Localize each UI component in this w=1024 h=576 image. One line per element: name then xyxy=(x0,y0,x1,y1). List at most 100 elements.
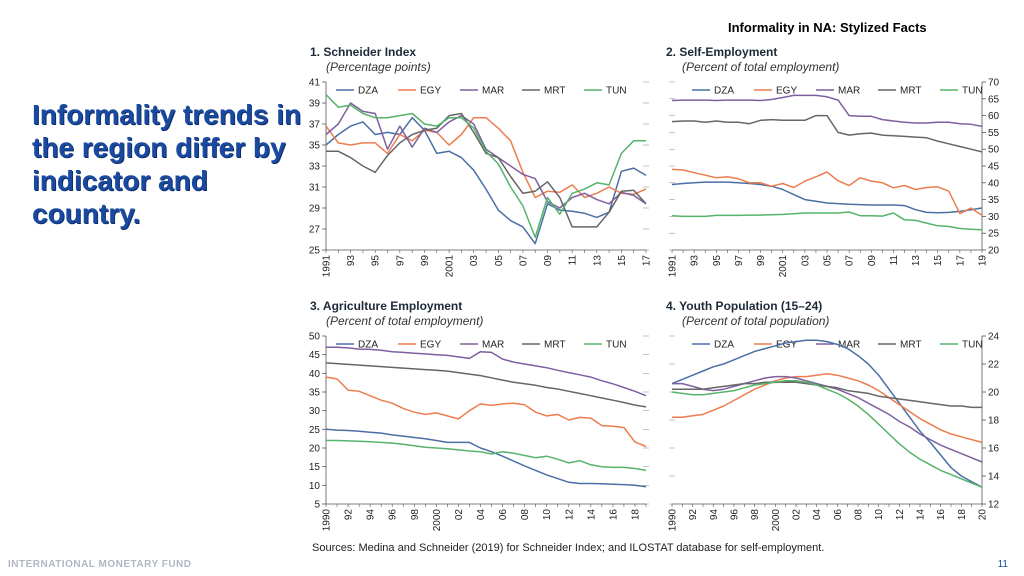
legend-label-tun: TUN xyxy=(606,340,627,351)
x-tick-label: 14 xyxy=(586,509,597,521)
x-tick-label: 19 xyxy=(978,255,989,267)
chart-schneider-index: 1. Schneider Index(Percentage points) DZA… xyxy=(309,45,653,278)
legend-label-tun: TUN xyxy=(962,340,983,351)
x-tick-label: 12 xyxy=(564,509,575,521)
x-tick-label: 20 xyxy=(978,509,989,521)
x-tick-label: 98 xyxy=(410,509,421,521)
series-line-dza xyxy=(671,339,983,488)
legend-label-dza: DZA xyxy=(358,86,378,97)
y-tick-label: 55 xyxy=(988,128,1000,139)
y-tick-label: 22 xyxy=(988,360,1000,371)
x-tick-label: 15 xyxy=(617,255,628,267)
x-tick-label: 06 xyxy=(498,509,509,521)
series-line-dza xyxy=(325,428,647,488)
x-tick-label: 18 xyxy=(630,509,641,521)
series-line-egy xyxy=(671,168,983,217)
source-note: Sources: Medina and Schneider (2019) for… xyxy=(312,542,825,554)
x-tick-label: 98 xyxy=(750,509,761,521)
chart-title: 3. Agriculture Employment xyxy=(310,299,462,313)
headline-text: Informality trends in the region differ … xyxy=(32,99,302,229)
y-tick-label: 50 xyxy=(309,332,321,343)
x-tick-label: 94 xyxy=(366,509,377,521)
series-line-tun xyxy=(326,439,647,472)
chart-subtitle: (Percentage points) xyxy=(326,60,431,74)
x-tick-label: 92 xyxy=(688,509,699,521)
x-tick-label: 93 xyxy=(346,255,357,267)
legend-label-mrt: MRT xyxy=(900,340,921,351)
y-tick-label: 45 xyxy=(309,350,321,361)
footer-org-name: INTERNATIONAL MONETARY FUND xyxy=(8,559,192,570)
y-tick-label: 33 xyxy=(309,162,321,173)
y-tick-label: 15 xyxy=(309,462,321,473)
y-tick-label: 25 xyxy=(309,246,321,257)
x-tick-label: 92 xyxy=(344,509,355,521)
legend-label-tun: TUN xyxy=(606,86,627,97)
x-tick-label: 96 xyxy=(388,509,399,521)
chart-title: 1. Schneider Index xyxy=(310,45,416,59)
legend-label-dza: DZA xyxy=(714,340,734,351)
x-tick-label: 14 xyxy=(916,509,927,521)
legend-label-mar: MAR xyxy=(482,340,504,351)
y-tick-label: 39 xyxy=(309,99,321,110)
page-header-title: Informality in NA: Stylized Facts xyxy=(728,20,927,35)
y-tick-label: 16 xyxy=(988,444,1000,455)
x-tick-label: 94 xyxy=(709,509,720,521)
y-tick-label: 20 xyxy=(309,444,321,455)
x-tick-label: 1990 xyxy=(322,509,333,532)
x-tick-label: 97 xyxy=(734,255,745,267)
y-tick-label: 40 xyxy=(309,369,321,380)
chart-title: 4. Youth Population (15–24) xyxy=(666,299,822,313)
x-tick-label: 1991 xyxy=(668,255,679,278)
x-tick-label: 2000 xyxy=(432,509,443,532)
x-tick-label: 2001 xyxy=(445,255,456,278)
x-tick-label: 08 xyxy=(854,509,865,521)
x-tick-label: 16 xyxy=(936,509,947,521)
x-tick-label: 05 xyxy=(494,255,505,267)
x-tick-label: 2000 xyxy=(771,509,782,532)
y-tick-label: 35 xyxy=(309,388,321,399)
y-tick-label: 29 xyxy=(309,204,321,215)
chart-subtitle: (Percent of total employment) xyxy=(682,60,839,74)
series-line-tun xyxy=(671,211,983,231)
series-line-tun xyxy=(325,94,646,239)
series-line-mrt xyxy=(326,112,647,228)
y-tick-label: 31 xyxy=(309,183,321,194)
series-line-mar xyxy=(325,102,647,209)
legend-label-dza: DZA xyxy=(358,340,378,351)
x-tick-label: 11 xyxy=(568,255,579,266)
x-tick-label: 18 xyxy=(957,509,968,521)
legend-label-egy: EGY xyxy=(776,340,797,351)
y-tick-label: 24 xyxy=(988,332,1000,343)
legend-label-mrt: MRT xyxy=(544,340,565,351)
y-tick-label: 60 xyxy=(988,111,1000,122)
y-tick-label: 50 xyxy=(988,145,1000,156)
x-tick-label: 07 xyxy=(518,255,529,267)
series-line-egy xyxy=(672,373,983,444)
series-line-dza xyxy=(325,116,647,245)
series-line-dza xyxy=(671,181,983,214)
x-tick-label: 03 xyxy=(800,255,811,267)
x-tick-label: 04 xyxy=(812,509,823,521)
legend-label-mar: MAR xyxy=(482,86,504,97)
y-tick-label: 30 xyxy=(309,406,321,417)
y-tick-label: 10 xyxy=(309,481,321,492)
x-tick-label: 06 xyxy=(833,509,844,521)
legend-label-dza: DZA xyxy=(714,86,734,97)
legend-label-tun: TUN xyxy=(962,86,983,97)
y-tick-label: 20 xyxy=(988,246,1000,257)
x-tick-label: 93 xyxy=(690,255,701,267)
legend-label-egy: EGY xyxy=(776,86,797,97)
y-tick-label: 30 xyxy=(988,212,1000,223)
chart-agriculture-employment: 3. Agriculture Employment(Percent of tot… xyxy=(309,299,649,532)
y-tick-label: 20 xyxy=(988,388,1000,399)
y-tick-label: 41 xyxy=(309,78,321,89)
x-tick-label: 1991 xyxy=(322,255,333,278)
x-tick-label: 99 xyxy=(756,255,767,267)
x-tick-label: 04 xyxy=(476,509,487,521)
x-tick-label: 17 xyxy=(955,255,966,267)
x-tick-label: 15 xyxy=(933,255,944,267)
x-tick-label: 2001 xyxy=(778,255,789,278)
x-tick-label: 99 xyxy=(420,255,431,267)
series-line-mar xyxy=(326,346,647,397)
x-tick-label: 09 xyxy=(867,255,878,267)
